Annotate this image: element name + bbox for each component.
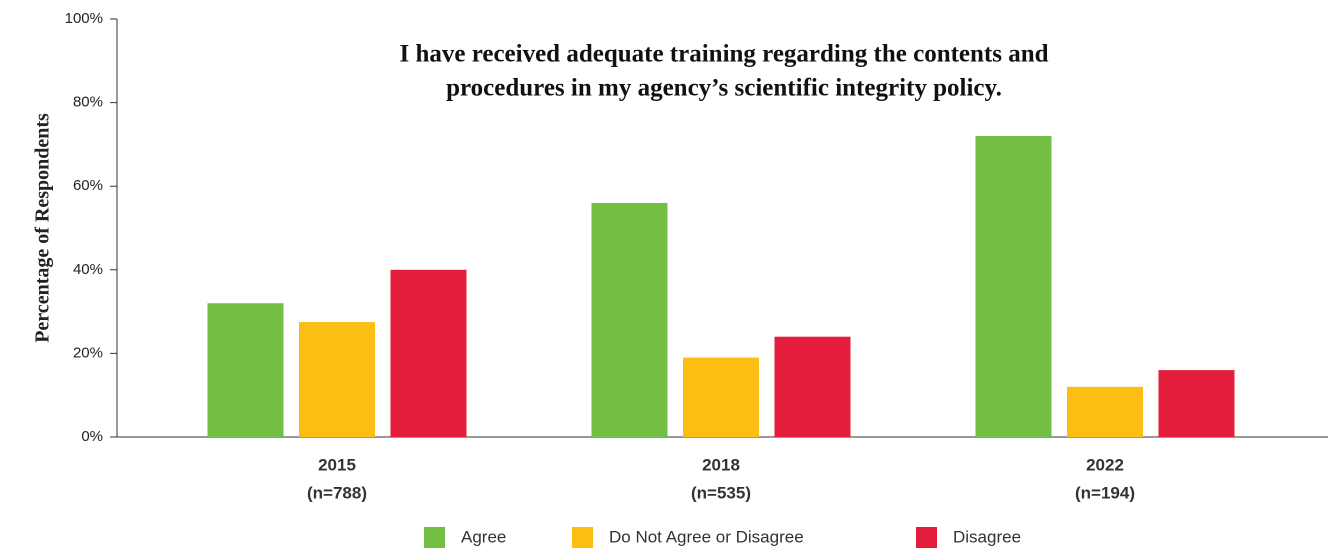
bar [591, 202, 668, 437]
x-tick-sublabel: (n=535) [691, 483, 751, 502]
legend-swatch [916, 527, 937, 548]
x-tick-label: 2015 [318, 455, 356, 474]
legend-swatch [424, 527, 445, 548]
bar [299, 322, 375, 437]
y-tick-label: 100% [65, 10, 103, 27]
y-tick-label: 80% [73, 94, 103, 111]
x-tick-label: 2018 [702, 455, 740, 474]
bar [390, 269, 467, 437]
legend-label: Agree [461, 527, 506, 546]
bar [975, 136, 1052, 438]
bar [774, 336, 851, 437]
y-tick-label: 0% [81, 428, 103, 445]
legend-label: Disagree [953, 527, 1021, 546]
x-tick-label: 2022 [1086, 455, 1124, 474]
x-tick-sublabel: (n=788) [307, 483, 367, 502]
legend-swatch [572, 527, 593, 548]
legend-label: Do Not Agree or Disagree [609, 527, 804, 546]
y-tick-label: 40% [73, 261, 103, 278]
bar [1067, 386, 1143, 437]
x-tick-sublabel: (n=194) [1075, 483, 1135, 502]
chart-title: I have received adequate training regard… [399, 41, 1048, 68]
y-tick-label: 60% [73, 177, 103, 194]
bar [1158, 370, 1235, 437]
y-axis-label: Percentage of Respondents [32, 113, 54, 343]
bar [683, 357, 759, 437]
chart-title: procedures in my agency’s scientific int… [446, 75, 1002, 102]
y-tick-label: 20% [73, 344, 103, 361]
bar [207, 303, 284, 437]
